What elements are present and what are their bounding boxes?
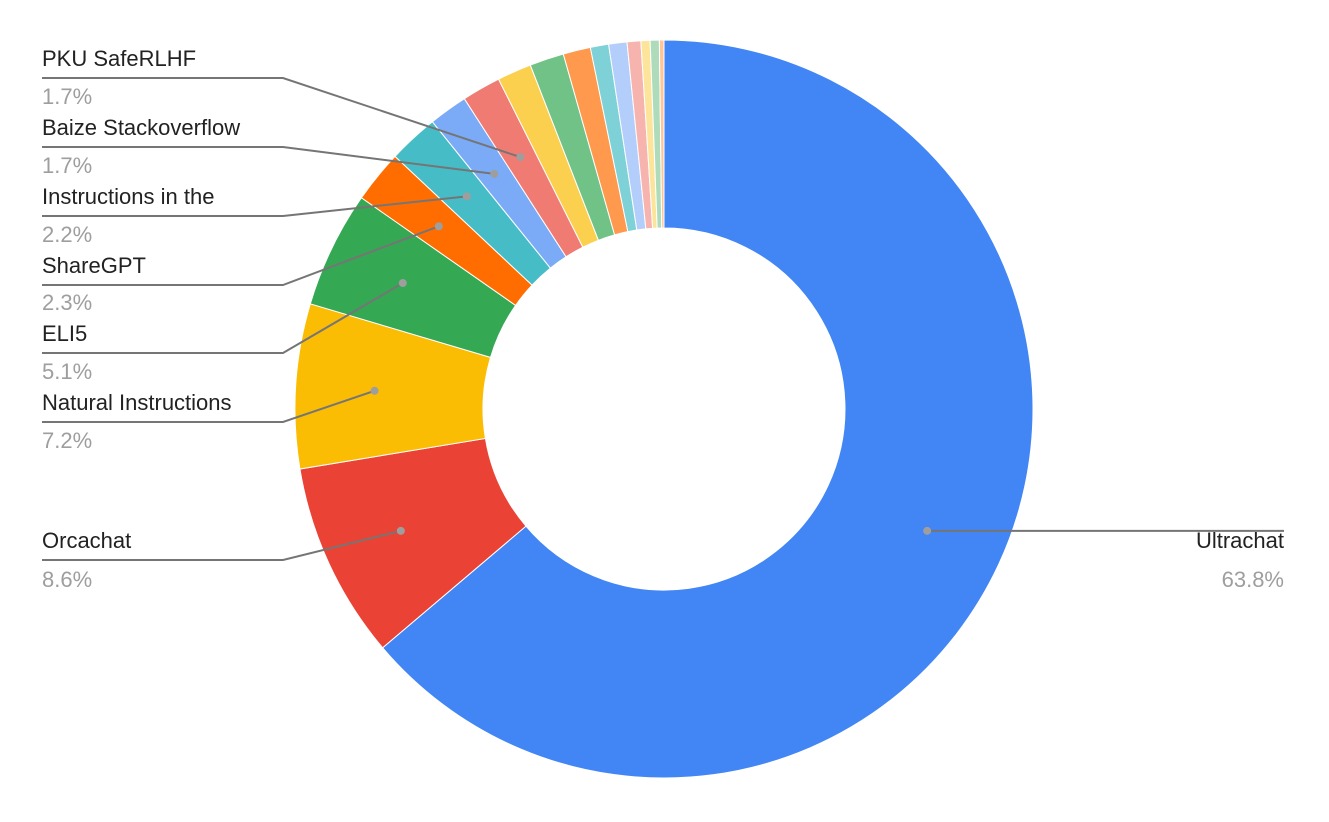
percent-ultrachat: 63.8%: [1222, 567, 1284, 592]
leader-line-eli5: [42, 282, 404, 354]
slices-group: [294, 39, 1034, 779]
leader-dot-pku-saferlhf: [516, 153, 525, 162]
percent-pku-saferlhf: 1.7%: [42, 84, 92, 109]
label-eli5: ELI5: [42, 321, 87, 346]
donut-hole: [483, 228, 845, 590]
percent-orcachat: 8.6%: [42, 567, 92, 592]
label-ultrachat: Ultrachat: [1196, 528, 1284, 553]
label-baize-stackoverflow: Baize Stackoverflow: [42, 115, 240, 140]
leader-line-orcachat: [42, 529, 402, 561]
leader-dot-eli5: [398, 279, 407, 288]
labels-group: Ultrachat 63.8% Orcachat 8.6% Natural Instru…: [42, 46, 1284, 592]
percent-sharegpt: 2.3%: [42, 290, 92, 315]
leader-line-sharegpt: [42, 225, 440, 286]
leader-dot-natural-instructions: [370, 386, 379, 395]
leader-dot-instructions-in-the: [462, 192, 471, 201]
leader-lines-group: [42, 77, 1284, 561]
leader-line-natural-instructions: [42, 389, 375, 423]
label-orcachat: Orcachat: [42, 528, 131, 553]
label-pku-saferlhf: PKU SafeRLHF: [42, 46, 196, 71]
leader-dot-sharegpt: [434, 222, 443, 231]
label-natural-instructions: Natural Instructions: [42, 390, 232, 415]
leader-line-baize-stackoverflow: [42, 146, 495, 175]
percent-eli5: 5.1%: [42, 359, 92, 384]
percent-instructions-in-the: 2.2%: [42, 222, 92, 247]
percent-baize-stackoverflow: 1.7%: [42, 153, 92, 178]
percent-natural-instructions: 7.2%: [42, 428, 92, 453]
label-instructions-in-the: Instructions in the: [42, 184, 214, 209]
label-sharegpt: ShareGPT: [42, 253, 146, 278]
leader-line-instructions-in-the: [42, 195, 467, 217]
leader-line-pku-saferlhf: [42, 77, 521, 159]
leader-dot-orcachat: [396, 526, 405, 535]
leader-dot-baize-stackoverflow: [490, 169, 499, 178]
leader-dot-ultrachat: [923, 526, 932, 535]
